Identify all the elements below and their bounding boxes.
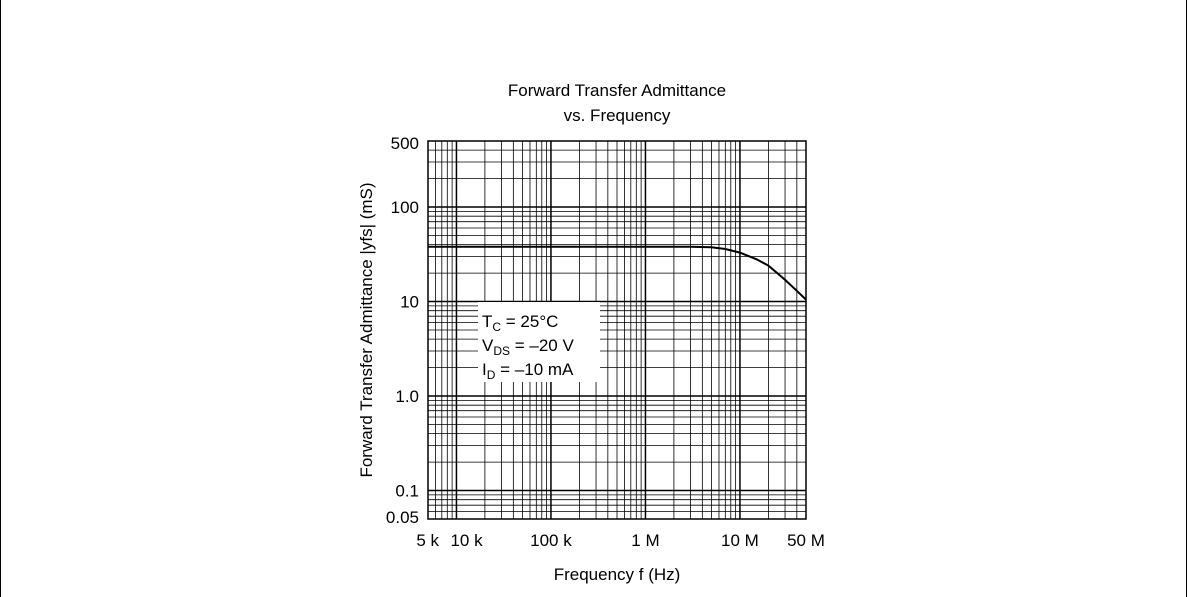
x-tick-label: 5 k: [416, 531, 439, 550]
conditions-box: TC = 25°C VDS = –20 V ID = –10 mA: [478, 302, 600, 382]
conditions-background: [478, 302, 600, 382]
y-tick-label: 0.1: [395, 482, 419, 501]
x-tick-label: 10 M: [721, 531, 759, 550]
x-tick-label: 100 k: [530, 531, 572, 550]
plot-area-border: [427, 140, 807, 520]
svg-text:Forward Transfer Admittance |: Forward Transfer Admittance |yfs| (mS): [357, 182, 376, 477]
y-axis-label: Forward Transfer Admittance |yfs| (mS): [357, 182, 376, 477]
y-axis-ticks: 500 100 10 1.0 0.1 0.05: [386, 134, 419, 527]
y-tick-label: 10: [400, 293, 419, 312]
x-tick-label: 50 M: [787, 531, 825, 550]
condition-id: ID = –10 mA: [482, 360, 574, 382]
y-tick-label: 0.05: [386, 508, 419, 527]
y-tick-label: 100: [391, 198, 419, 217]
x-axis-label: Frequency f (Hz): [554, 565, 681, 584]
x-axis-ticks: 5 k 10 k 100 k 1 M 10 M 50 M: [416, 531, 825, 550]
series-line: [428, 245, 807, 301]
x-tick-label: 10 k: [450, 531, 483, 550]
condition-tc: TC = 25°C: [482, 312, 558, 334]
condition-vds: VDS = –20 V: [482, 336, 574, 358]
y-axis-label-unit: (mS): [357, 182, 376, 219]
x-tick-label: 1 M: [631, 531, 659, 550]
y-tick-label: 500: [391, 134, 419, 153]
chart-title-line-1: Forward Transfer Admittance: [508, 81, 726, 100]
y-axis-label-name: Forward Transfer Admittance: [357, 259, 376, 477]
y-axis-label-symbol: yfs: [357, 228, 376, 250]
chart-title-line-2: vs. Frequency: [564, 106, 671, 125]
y-tick-label: 1.0: [395, 387, 419, 406]
